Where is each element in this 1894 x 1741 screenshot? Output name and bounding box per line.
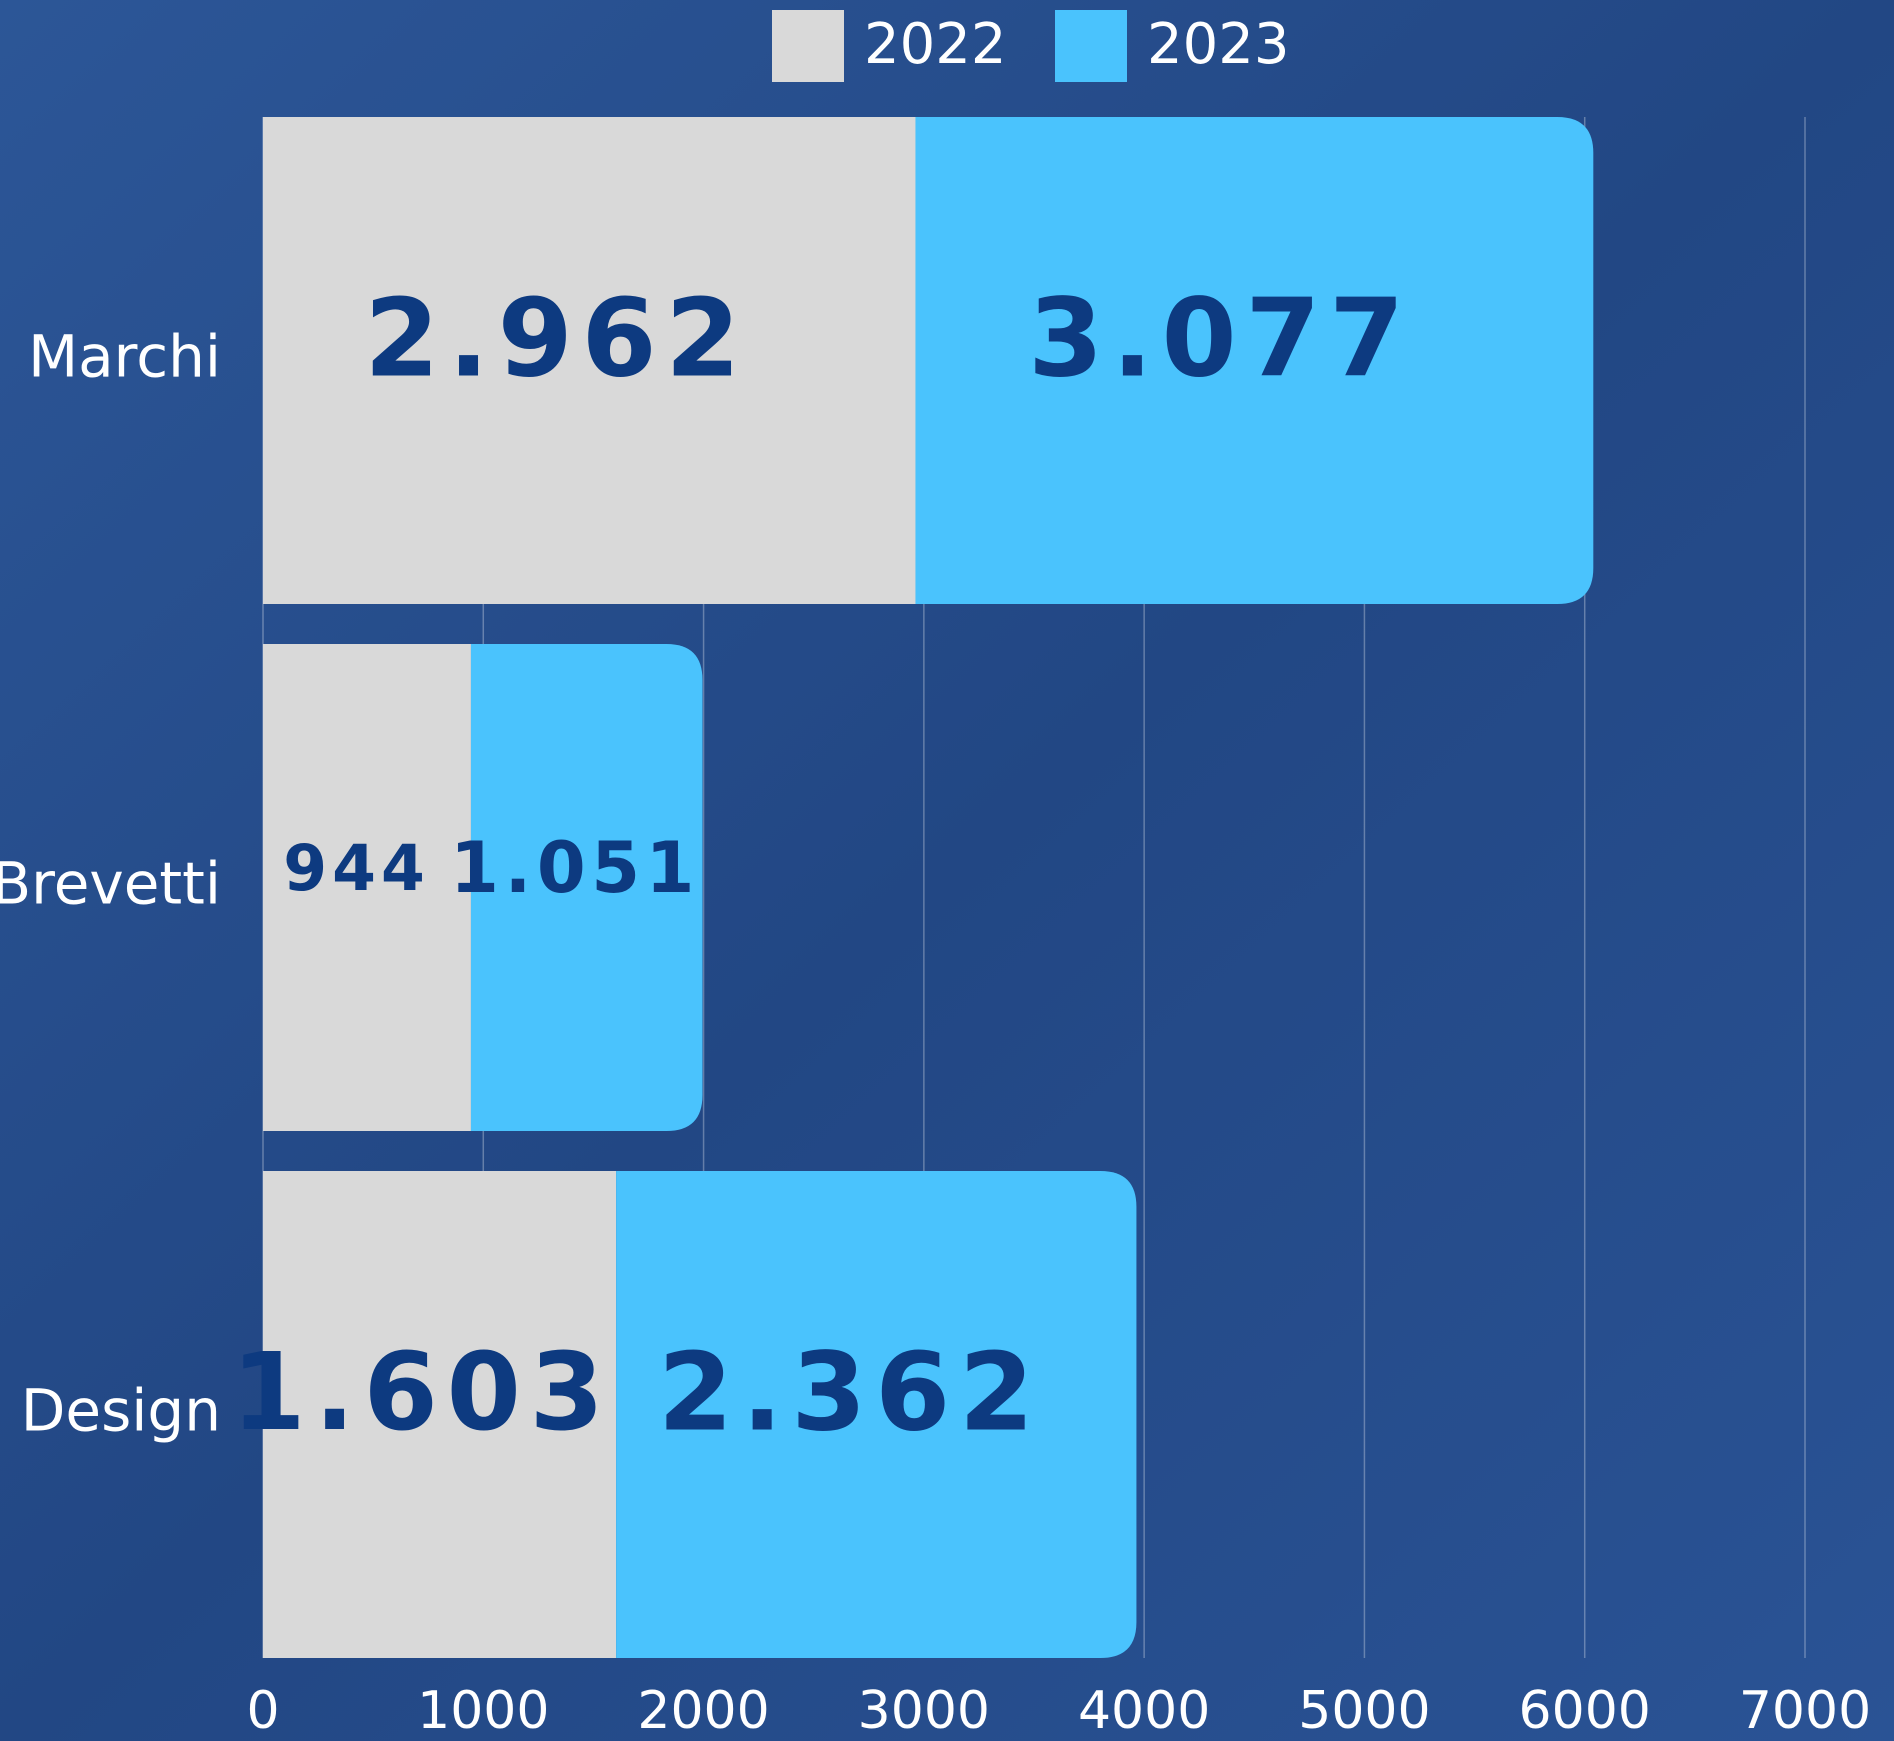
data-label: 2.362 bbox=[658, 1331, 1043, 1456]
x-tick-label: 4000 bbox=[1078, 1681, 1210, 1741]
x-tick-label: 7000 bbox=[1739, 1681, 1871, 1741]
legend-swatch bbox=[1055, 10, 1127, 82]
y-tick-label: Brevetti bbox=[0, 850, 221, 918]
labels: 0 1000 2000 3000 4000 5000 6000 7000 2022 2023 Mar… bbox=[0, 10, 1871, 1741]
x-tick-label: 0 bbox=[246, 1681, 279, 1741]
data-label: 3.077 bbox=[1028, 277, 1413, 402]
legend-swatch bbox=[772, 10, 844, 82]
data-label: 2.962 bbox=[364, 277, 749, 402]
x-tick-label: 6000 bbox=[1519, 1681, 1651, 1741]
y-tick-label: Marchi bbox=[28, 323, 221, 391]
bar-segment bbox=[616, 1171, 1137, 1658]
bar-segment bbox=[263, 117, 916, 604]
data-label: 1.051 bbox=[450, 827, 700, 909]
data-label: 1.603 bbox=[231, 1331, 612, 1455]
legend-label: 2023 bbox=[1147, 12, 1290, 77]
bars bbox=[263, 117, 1594, 1658]
legend-label: 2022 bbox=[864, 12, 1007, 77]
y-tick-label: Design bbox=[21, 1377, 221, 1445]
x-tick-label: 5000 bbox=[1298, 1681, 1430, 1741]
data-label: 944 bbox=[283, 832, 430, 905]
x-tick-label: 1000 bbox=[417, 1681, 549, 1741]
bar-segment bbox=[915, 117, 1594, 604]
x-tick-label: 2000 bbox=[637, 1681, 769, 1741]
bar-segment bbox=[263, 1171, 617, 1658]
bar-segment bbox=[263, 644, 471, 1131]
bar-segment bbox=[470, 644, 703, 1131]
x-tick-label: 3000 bbox=[858, 1681, 990, 1741]
